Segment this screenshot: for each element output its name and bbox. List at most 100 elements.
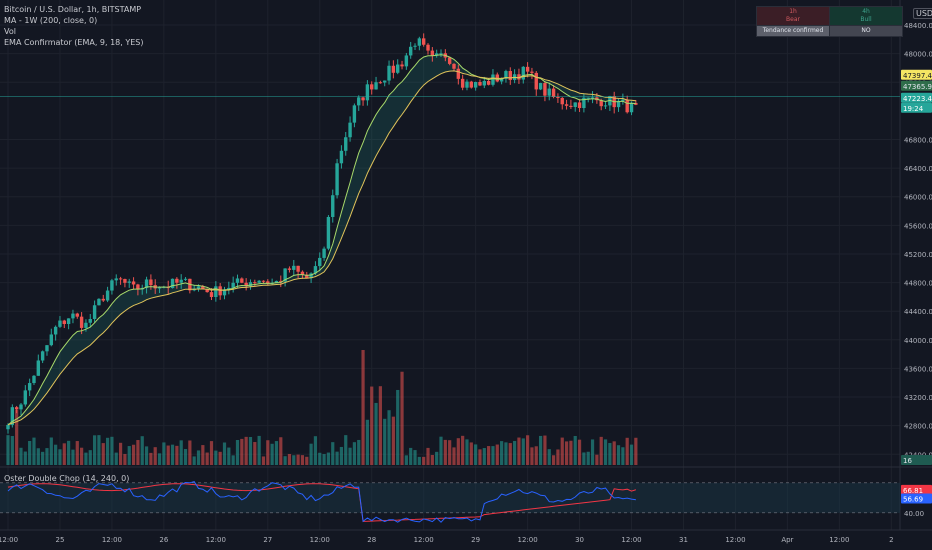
candle-body: [348, 122, 352, 138]
candle-body: [292, 265, 296, 270]
candle-body: [460, 78, 465, 88]
price-top-badge-text: 47397.44: [903, 72, 932, 80]
candle-body: [504, 71, 508, 79]
osc-tick-label: 40.00: [904, 510, 924, 518]
volume-badge-text: 16: [903, 457, 912, 465]
candle-body: [465, 81, 469, 88]
volume-bar: [283, 456, 287, 465]
candle-body: [408, 46, 413, 56]
osc-blue-badge-text: 56.69: [903, 496, 923, 504]
candle-body: [205, 289, 209, 293]
candle-body: [370, 84, 374, 90]
candle-body: [417, 38, 422, 46]
volume-bar: [123, 454, 127, 465]
candle-body: [283, 268, 287, 282]
candle-body: [14, 407, 19, 410]
volume-bar: [335, 451, 339, 465]
candle-body: [335, 163, 339, 196]
volume-bars: [6, 350, 638, 465]
volume-indicator-label[interactable]: Vol: [4, 27, 16, 36]
volume-bar: [305, 456, 309, 465]
time-tick-label: 2: [889, 536, 893, 544]
price-tick-label: 44000.00: [904, 337, 932, 345]
candle-body: [279, 280, 283, 282]
volume-bar: [179, 440, 183, 465]
ema-band-fill: [8, 54, 636, 425]
volume-bar: [270, 443, 274, 465]
volume-bar: [54, 444, 58, 465]
volume-bar: [508, 443, 512, 465]
candle-body: [49, 334, 53, 346]
time-tick-label: 12:00: [414, 536, 434, 544]
time-tick-label: 31: [679, 536, 688, 544]
time-tick-label: 30: [575, 536, 584, 544]
volume-bar: [461, 435, 465, 465]
volume-bar: [595, 454, 599, 465]
price-tick-label: 45200.00: [904, 251, 932, 259]
candle-body: [469, 81, 474, 88]
volume-bar: [196, 450, 201, 465]
time-tick-label: 12:00: [310, 536, 330, 544]
volume-bar: [309, 443, 313, 465]
osc-red-badge-text: 66.81: [903, 487, 923, 495]
price-tick-label: 46800.00: [904, 137, 932, 145]
volume-bar: [300, 455, 305, 465]
oscillator-label[interactable]: Oster Double Chop (14, 240, 0): [4, 474, 130, 483]
candle-body: [71, 313, 75, 319]
volume-bar: [257, 435, 261, 465]
osc-blue-badge-bg: [901, 493, 932, 504]
volume-bar: [19, 447, 23, 465]
time-tick-label: 12:00: [206, 536, 226, 544]
volume-bar: [244, 436, 248, 465]
candle-body: [543, 83, 547, 96]
volume-bar: [322, 454, 326, 465]
volume-bar: [560, 437, 564, 465]
candle-body: [434, 53, 439, 56]
candle-body: [66, 318, 71, 325]
volume-bar: [261, 456, 266, 465]
countdown-badge-bg: [901, 102, 932, 113]
volume-bar: [192, 456, 196, 465]
volume-bar: [530, 447, 534, 465]
volume-bar: [149, 452, 153, 465]
candle-body: [413, 45, 417, 47]
price-mid-badge-bg: [901, 80, 932, 91]
candle-body: [352, 105, 357, 123]
currency-label[interactable]: USD: [913, 8, 932, 19]
trend-tf1-state: Bear: [786, 16, 800, 23]
candle-body: [421, 38, 426, 45]
volume-bar: [582, 452, 586, 465]
candle-body: [149, 279, 153, 286]
volume-bar: [58, 449, 62, 465]
candles: [6, 33, 638, 434]
volume-bar: [140, 436, 144, 465]
volume-bar: [45, 448, 49, 465]
candle-body: [517, 74, 521, 80]
volume-bar: [543, 435, 547, 465]
price-top-badge: 47397.44: [901, 69, 932, 80]
candle-body: [27, 383, 32, 391]
ema-slow-line: [7, 70, 636, 426]
candle-body: [136, 284, 140, 290]
volume-bar: [577, 439, 582, 465]
volume-bar: [93, 435, 97, 465]
candle-body: [266, 281, 270, 284]
volume-bar: [49, 437, 53, 465]
candle-body: [235, 278, 240, 283]
volume-bar: [114, 452, 118, 465]
time-tick-label: 12:00: [102, 536, 122, 544]
volume-bar: [465, 439, 469, 465]
volume-bar: [417, 456, 421, 465]
volume-bar: [331, 442, 335, 465]
symbol-label[interactable]: Bitcoin / U.S. Dollar, 1h, BITSTAMP: [4, 5, 142, 14]
candle-body: [179, 279, 183, 283]
candle-body: [253, 282, 257, 284]
candle-body: [547, 88, 551, 96]
candle-body: [586, 97, 590, 99]
volume-bar: [569, 440, 573, 465]
volume-bar: [517, 437, 521, 465]
ma-indicator-label[interactable]: MA - 1W (200, close, 0): [4, 16, 98, 25]
ema-indicator-label[interactable]: EMA Confirmator (EMA, 9, 18, YES): [4, 38, 144, 47]
candle-body: [10, 407, 15, 425]
